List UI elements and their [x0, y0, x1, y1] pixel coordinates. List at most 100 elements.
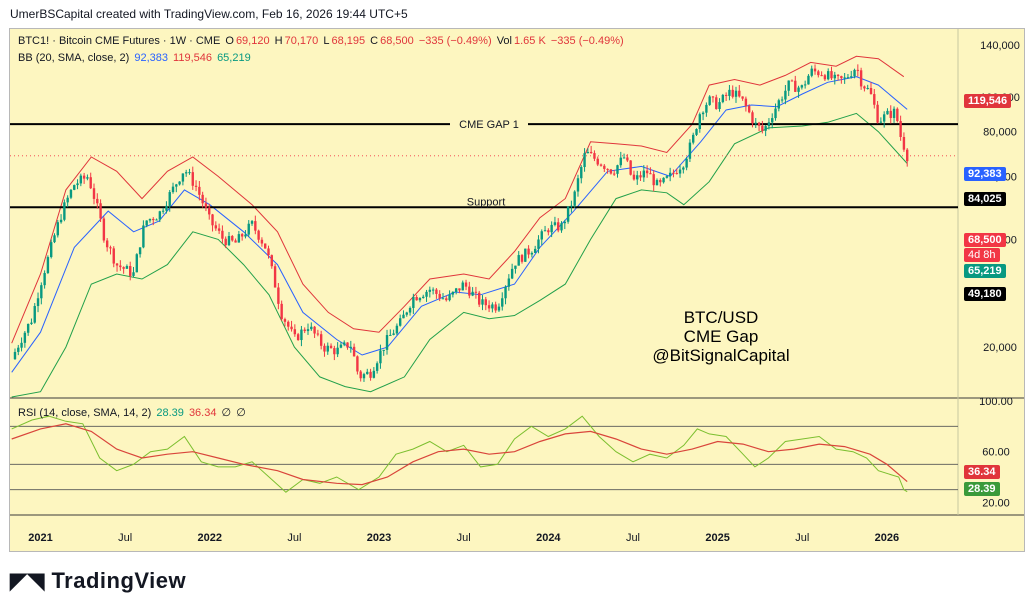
- candle-body: [487, 305, 491, 309]
- candle-body: [405, 312, 408, 315]
- candle-body: [343, 342, 346, 345]
- candle-body: [240, 234, 244, 237]
- candle-body: [194, 185, 198, 187]
- candle-body: [336, 347, 339, 355]
- x-tick-label: 2025: [705, 532, 729, 544]
- candle-body: [267, 248, 270, 256]
- rsi-tick-label: 60.00: [982, 447, 1010, 459]
- candle-body: [168, 192, 171, 206]
- chart-canvas[interactable]: 20,00040,00060,00080,000100,000140,00010…: [10, 29, 1024, 551]
- candle-body: [66, 197, 69, 203]
- rsi-sma-legend-value: 36.34: [188, 407, 217, 419]
- candle-body: [161, 210, 165, 212]
- bb-upper-line: [11, 55, 905, 344]
- candle-body: [777, 100, 781, 109]
- candle-body: [514, 265, 517, 269]
- candle-body: [277, 287, 280, 304]
- x-tick-label: Jul: [118, 532, 132, 544]
- candle-body: [76, 183, 79, 186]
- candle-body: [270, 255, 273, 267]
- candle-body: [316, 333, 320, 335]
- candle-body: [231, 236, 234, 241]
- candle-body: [724, 94, 728, 96]
- bb-legend: BB (20, SMA, close, 2) 92,383 119,546 65…: [18, 52, 253, 64]
- candle-body: [803, 84, 807, 86]
- candle-body: [474, 291, 478, 293]
- x-tick-label: Jul: [287, 532, 301, 544]
- support-level-tag: 49,180: [964, 287, 1006, 301]
- candle-body: [836, 74, 840, 77]
- candle-body: [675, 173, 678, 175]
- candle-body: [846, 77, 850, 79]
- candle-body: [372, 370, 376, 378]
- candle-body: [412, 297, 415, 308]
- candle-body: [323, 345, 326, 352]
- candle-body: [497, 306, 501, 311]
- y-tick-label: 80,000: [983, 127, 1017, 139]
- candle-body: [211, 214, 214, 226]
- candle-body: [50, 242, 53, 258]
- candle-body: [250, 221, 254, 224]
- candle-body: [744, 98, 748, 107]
- rsi-legend-value: 28.39: [156, 407, 184, 419]
- candle-body: [356, 356, 359, 372]
- candle-body: [398, 318, 402, 326]
- candle-body: [731, 89, 734, 97]
- candle-body: [530, 252, 534, 255]
- candle-body: [685, 158, 688, 168]
- candle-body: [622, 157, 626, 159]
- candle-body: [896, 108, 899, 122]
- candle-body: [283, 319, 287, 322]
- candle-body: [771, 118, 774, 123]
- candle-body: [319, 334, 323, 346]
- candle-body: [856, 69, 860, 71]
- candle-body: [142, 225, 145, 248]
- candle-body: [659, 180, 662, 183]
- candle-body: [906, 149, 909, 162]
- candle-body: [346, 342, 349, 348]
- candle-body: [191, 172, 194, 186]
- high-label: H: [274, 35, 283, 47]
- candle-body: [461, 282, 464, 291]
- candle-body: [550, 224, 553, 233]
- candle-body: [478, 292, 481, 305]
- candle-body: [33, 306, 36, 323]
- candle-body: [553, 222, 557, 225]
- candle-body: [701, 112, 705, 115]
- candle-body: [382, 349, 385, 351]
- bb-upper-tag: 119,546: [964, 94, 1012, 108]
- change-value: −335 (−0.49%): [418, 35, 492, 47]
- close-value: 68,500: [380, 35, 414, 47]
- candle-body: [198, 186, 201, 195]
- close-label: C: [370, 35, 379, 47]
- watermark-line-1: BTC/USD: [684, 308, 759, 327]
- rsi-line: [11, 415, 908, 493]
- candle-body: [171, 186, 175, 193]
- candle-body: [260, 239, 264, 244]
- candle-body: [99, 203, 102, 219]
- symbol-label: BTC1! · Bitcoin CME Futures · 1W · CME: [18, 35, 221, 47]
- candle-body: [96, 198, 99, 204]
- candle-body: [217, 228, 221, 231]
- candle-body: [510, 268, 514, 279]
- candle-body: [491, 304, 494, 309]
- chart-panel[interactable]: 20,00040,00060,00080,000100,000140,00010…: [9, 28, 1025, 552]
- candle-body: [79, 175, 83, 184]
- candle-body: [441, 298, 445, 300]
- candle-body: [415, 297, 418, 301]
- bb-basis-value: 92,383: [134, 52, 168, 64]
- x-tick-label: 2021: [28, 532, 52, 544]
- candle-body: [823, 75, 827, 80]
- candle-body: [369, 371, 372, 378]
- x-tick-label: 2023: [367, 532, 391, 544]
- candle-body: [408, 307, 412, 313]
- candle-body: [596, 158, 599, 165]
- candle-body: [56, 222, 59, 236]
- candle-body: [636, 175, 639, 180]
- candle-body: [882, 114, 886, 122]
- candle-body: [454, 288, 458, 292]
- candle-body: [359, 371, 362, 379]
- gap-label-bg: [450, 116, 528, 131]
- candle-body: [866, 87, 869, 89]
- candle-body: [53, 235, 56, 243]
